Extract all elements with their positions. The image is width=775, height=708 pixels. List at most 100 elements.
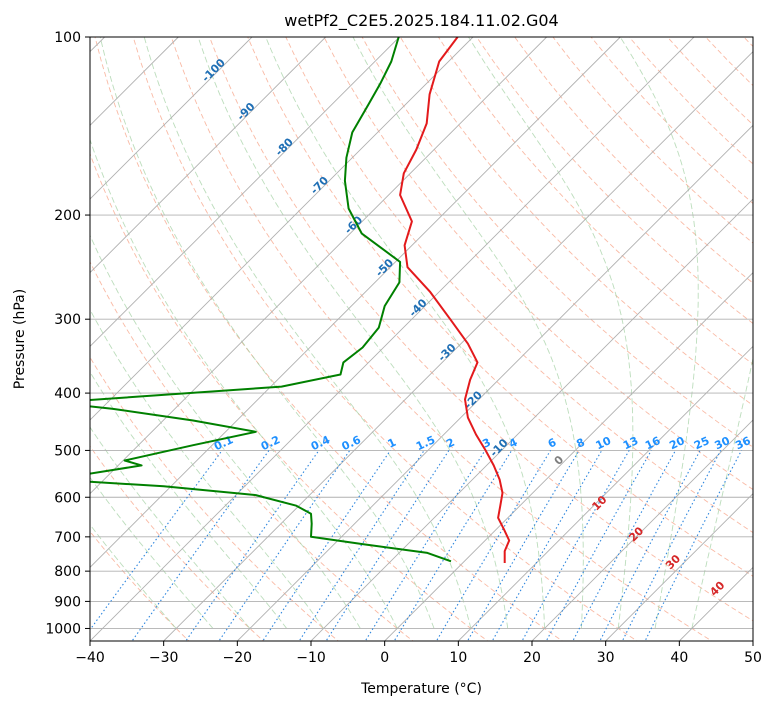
moist-adiabat xyxy=(90,426,251,629)
isotherm xyxy=(90,37,253,200)
x-tick-label: 0 xyxy=(380,650,389,666)
x-tick-label: 30 xyxy=(597,650,615,666)
x-tick-label: −10 xyxy=(296,650,326,666)
mixing-ratio-label: 16 xyxy=(643,434,663,452)
mixing-ratio-line xyxy=(435,450,552,641)
mixing-ratio-line xyxy=(218,450,351,641)
x-tick-label: 50 xyxy=(744,650,762,666)
mixing-ratio-line xyxy=(644,450,742,641)
isotherm xyxy=(310,198,753,641)
x-tick-label: 40 xyxy=(670,650,688,666)
y-tick-label: 300 xyxy=(54,312,81,328)
mixing-ratio-line xyxy=(466,450,580,641)
dewpoint-profile xyxy=(90,37,452,563)
y-tick-label: 900 xyxy=(54,594,81,610)
temperature-profile xyxy=(399,37,511,563)
moist-adiabat-label: 0 xyxy=(552,453,567,468)
moist-adiabat xyxy=(197,37,509,629)
series-layer xyxy=(90,37,511,563)
y-tick-label: 600 xyxy=(54,490,81,506)
mixing-ratio-line xyxy=(599,450,701,641)
mixing-ratio-label: 13 xyxy=(621,434,640,452)
x-tick-label: 10 xyxy=(449,650,467,666)
dry-adiabat xyxy=(552,37,753,244)
mixing-ratio-label: 25 xyxy=(692,434,711,452)
y-axis-title: Pressure (hPa) xyxy=(12,289,28,389)
moist-adiabat xyxy=(99,37,435,629)
x-tick-label: −40 xyxy=(75,650,105,666)
isotherm xyxy=(90,37,326,274)
dry-adiabat xyxy=(94,37,564,641)
mixing-ratio-label: 1 xyxy=(386,436,398,451)
mixing-ratio-label: 6 xyxy=(546,436,559,451)
dry-adiabat xyxy=(476,37,753,325)
moist-adiabat-label: 20 xyxy=(626,524,646,544)
isotherm xyxy=(605,493,753,641)
x-axis-title: Temperature (°C) xyxy=(360,681,482,697)
reference-labels: 0.1 0.2 0.4 0.6 1 1.5 2 3 4 6 8 10 13 16 20 25 30 36-100-… xyxy=(199,56,753,599)
isotherm-label: -30 xyxy=(435,341,458,364)
isotherm xyxy=(90,37,547,495)
chart-title: wetPf2_C2E5.2025.184.11.02.G04 xyxy=(284,11,558,31)
moist-adiabat xyxy=(90,371,288,629)
dry-adiabat xyxy=(285,37,753,534)
y-tick-label: 400 xyxy=(54,386,81,402)
dry-adiabat xyxy=(170,37,713,641)
dry-adiabat xyxy=(323,37,753,491)
plot-frame xyxy=(89,36,754,642)
isotherm xyxy=(90,37,621,568)
mixing-ratio-label: 20 xyxy=(667,434,687,452)
dry-adiabat xyxy=(438,37,753,365)
isotherm xyxy=(90,37,474,421)
dry-adiabat xyxy=(514,37,753,284)
mixing-ratio-line xyxy=(545,450,652,641)
mixing-ratio-label: 8 xyxy=(574,436,586,451)
mixing-ratio-label: 2 xyxy=(444,436,456,451)
mixing-ratio-line xyxy=(325,450,450,641)
dry-adiabat xyxy=(705,37,753,87)
mixing-ratio-label: 4 xyxy=(507,436,520,451)
moist-adiabat xyxy=(90,234,361,629)
isotherm-label: -50 xyxy=(373,256,396,279)
mixing-ratio-line xyxy=(298,450,425,641)
dry-adiabat xyxy=(247,37,753,577)
mixing-ratio-label: 36 xyxy=(733,434,753,452)
isotherm xyxy=(531,419,753,641)
mixing-ratio-line xyxy=(131,450,270,641)
mixing-ratio-label: 10 xyxy=(594,434,614,452)
moist-adiabat-label: 30 xyxy=(663,552,683,572)
isotherm xyxy=(679,566,753,641)
dry-adiabat xyxy=(90,356,339,641)
isotherm xyxy=(384,272,753,641)
moist-adiabat xyxy=(90,138,398,629)
moist-adiabat xyxy=(691,356,753,629)
mixing-ratio-label: 30 xyxy=(713,434,733,452)
mixing-ratio-line xyxy=(572,450,676,641)
moist-adiabat xyxy=(265,37,545,629)
isotherm-label: -80 xyxy=(273,135,296,158)
dry-adiabat xyxy=(90,152,489,641)
reference-lines xyxy=(90,37,753,641)
x-axis: −40 −30 −20 −10 0 10 20 30 40 50 xyxy=(75,641,762,666)
moist-adiabat xyxy=(352,37,584,629)
mixing-ratio-line xyxy=(364,450,486,641)
moist-adiabat xyxy=(90,476,214,629)
moist-adiabat xyxy=(143,37,472,629)
moist-adiabat xyxy=(619,37,699,629)
y-tick-label: 200 xyxy=(54,208,81,224)
y-tick-label: 1000 xyxy=(45,621,81,637)
x-tick-label: −30 xyxy=(149,650,179,666)
dry-adiabat xyxy=(90,445,265,641)
moist-adiabat xyxy=(468,37,634,629)
y-tick-label: 800 xyxy=(54,564,81,580)
x-tick-label: 20 xyxy=(523,650,541,666)
y-tick-label: 100 xyxy=(54,30,81,46)
isotherm xyxy=(752,640,753,641)
mixing-ratio-line xyxy=(621,450,722,641)
isotherm-label: -70 xyxy=(308,174,331,197)
y-tick-label: 700 xyxy=(54,530,81,546)
mixing-ratio-line xyxy=(185,450,320,641)
moist-adiabat-label: 10 xyxy=(589,493,609,513)
dry-adiabat xyxy=(361,37,753,448)
